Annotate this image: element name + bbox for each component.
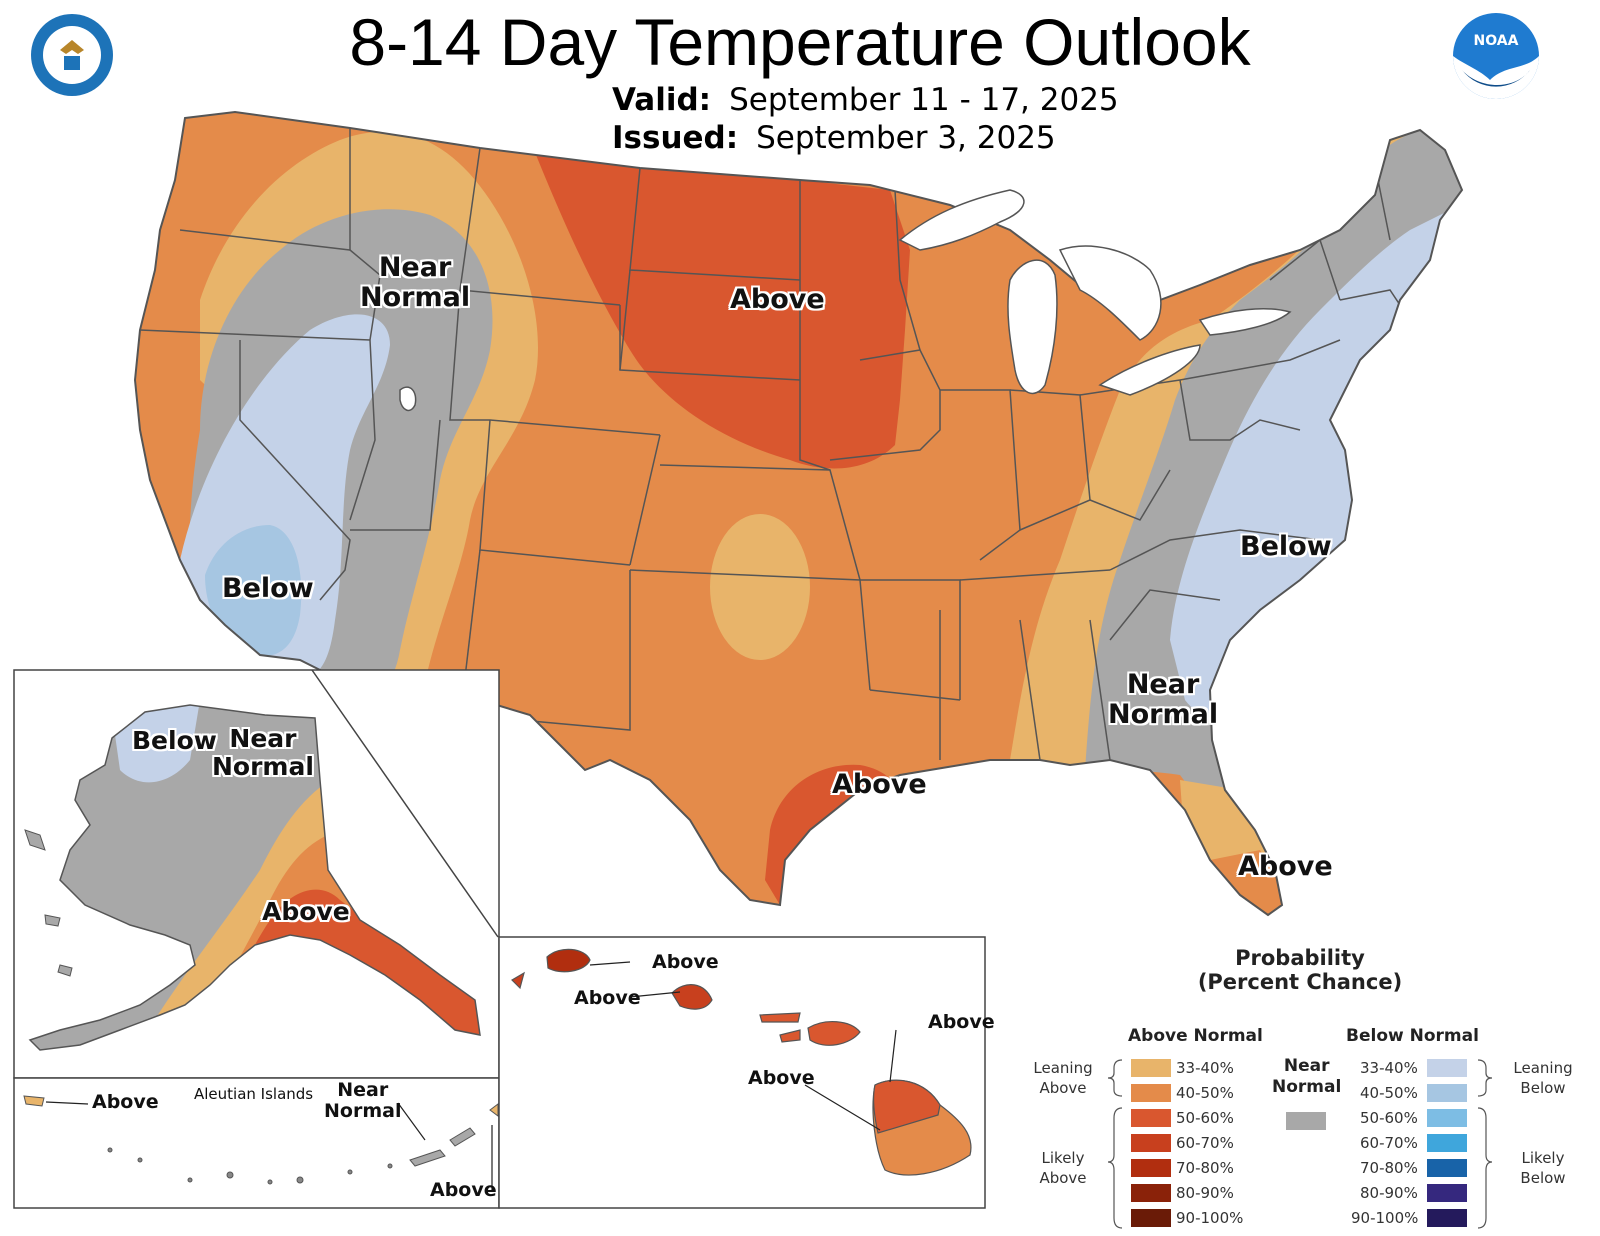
hawaii-kauai-label: Above xyxy=(652,951,719,973)
aleutian-above-left-label: Above xyxy=(92,1091,159,1113)
legend-below-swatch xyxy=(1427,1159,1467,1177)
hawaii-oahu-label: Above xyxy=(574,987,641,1009)
valid-label: Valid: xyxy=(612,82,712,118)
aleutian-near-normal-label: Near Normal xyxy=(324,1079,402,1122)
valid-value: September 11 - 17, 2025 xyxy=(729,82,1119,118)
conus-above-north-label: Above xyxy=(730,284,825,315)
legend-above-item: 90-100% xyxy=(1176,1209,1244,1227)
legend-below-item: 50-60% xyxy=(1360,1109,1418,1127)
legend-above-swatch xyxy=(1131,1059,1171,1077)
noaa-logo-icon: NOAA xyxy=(1453,13,1539,99)
issued-value: September 3, 2025 xyxy=(756,120,1056,156)
conus-below-west-label: Below xyxy=(222,573,314,604)
legend-below-item: 80-90% xyxy=(1360,1184,1418,1202)
legend-above-swatch xyxy=(1131,1209,1171,1227)
legend-below-swatch xyxy=(1427,1084,1467,1102)
legend-below-swatch xyxy=(1427,1209,1467,1227)
legend-below-header: Below Normal xyxy=(1346,1026,1479,1046)
legend-below-swatch xyxy=(1427,1184,1467,1202)
conus-near-normal-se-label: Near Normal xyxy=(1108,669,1219,730)
legend-above-item: 80-90% xyxy=(1176,1184,1234,1202)
alaska-near-normal-label: Near Normal xyxy=(212,724,314,781)
legend-near-header: Near Normal xyxy=(1272,1056,1342,1098)
legend-below-item: 70-80% xyxy=(1360,1159,1418,1177)
legend-below-swatch xyxy=(1427,1059,1467,1077)
hawaii-big-island-label: Above xyxy=(748,1067,815,1089)
legend-above-swatch xyxy=(1131,1084,1171,1102)
legend-above-item: 40-50% xyxy=(1176,1084,1234,1102)
page-title: 8-14 Day Temperature Outlook xyxy=(349,5,1251,79)
issued-label: Issued: xyxy=(612,120,739,156)
alaska-above-label: Above xyxy=(262,897,350,926)
legend-below-swatch xyxy=(1427,1109,1467,1127)
legend-below-item: 33-40% xyxy=(1360,1059,1418,1077)
issued-line: Issued: September 3, 2025 xyxy=(612,120,1056,156)
legend-above-item: 70-80% xyxy=(1176,1159,1234,1177)
legend-above-swatch xyxy=(1131,1184,1171,1202)
noaa-logo-text: NOAA xyxy=(1474,33,1519,49)
legend-title: Probability (Percent Chance) xyxy=(1197,946,1403,994)
legend-likely-above: Likely Above xyxy=(1039,1149,1087,1188)
legend-below-swatch xyxy=(1427,1134,1467,1152)
legend-below-item: 90-100% xyxy=(1351,1209,1419,1227)
legend-likely-below: Likely Below xyxy=(1520,1149,1566,1188)
legend-above-swatch xyxy=(1131,1134,1171,1152)
legend-above-item: 33-40% xyxy=(1176,1059,1234,1077)
valid-line: Valid: September 11 - 17, 2025 xyxy=(612,82,1119,118)
legend-above-swatch xyxy=(1131,1109,1171,1127)
legend-above-item: 60-70% xyxy=(1176,1134,1234,1152)
legend-leaning-below: Leaning Below xyxy=(1513,1059,1573,1098)
conus-above-florida-label: Above xyxy=(1238,851,1333,882)
legend-below-item: 60-70% xyxy=(1360,1134,1418,1152)
legend-above-swatch xyxy=(1131,1159,1171,1177)
legend-leaning-above: Leaning Above xyxy=(1033,1059,1093,1098)
conus-above-texas-label: Above xyxy=(832,769,927,800)
aleutian-title: Aleutian Islands xyxy=(194,1085,314,1103)
legend-below-item: 40-50% xyxy=(1360,1084,1418,1102)
aleutian-above-right-label: Above xyxy=(430,1179,497,1201)
conus-near-normal-west-label: Near Normal xyxy=(360,252,471,313)
commerce-seal-icon xyxy=(31,14,113,96)
legend-near-normal-swatch xyxy=(1286,1112,1326,1130)
hawaii-maui-label: Above xyxy=(928,1011,995,1033)
conus-below-east-label: Below xyxy=(1240,531,1332,562)
legend-above-header: Above Normal xyxy=(1128,1026,1263,1046)
alaska-below-label: Below xyxy=(132,726,217,755)
legend-above-item: 50-60% xyxy=(1176,1109,1234,1127)
